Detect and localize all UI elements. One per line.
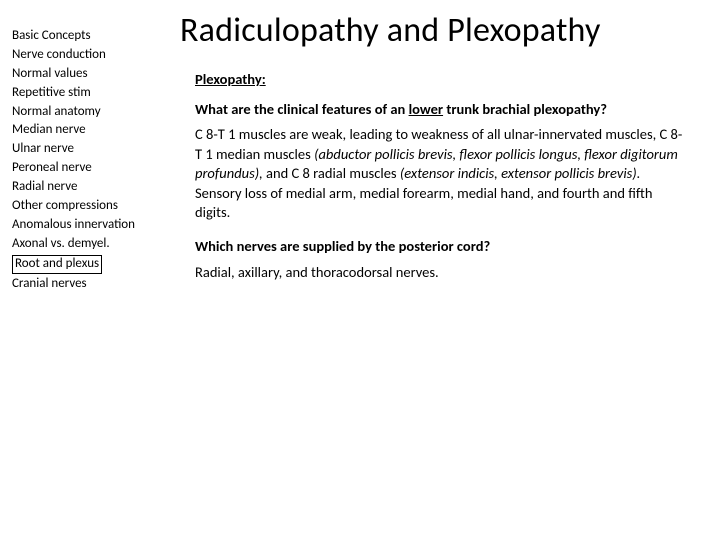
sidebar-item-axonal-vs-demyel[interactable]: Axonal vs. demyel.	[12, 236, 110, 253]
sidebar-item-root-and-plexus[interactable]: Root and plexus	[12, 255, 102, 274]
sidebar-item-basic-concepts[interactable]: Basic Concepts	[12, 28, 91, 45]
sidebar-nav: Basic Concepts Nerve conduction Normal v…	[12, 28, 172, 294]
sidebar-item-nerve-conduction[interactable]: Nerve conduction	[12, 47, 106, 64]
sidebar-item-ulnar-nerve[interactable]: Ulnar nerve	[12, 141, 74, 158]
a1-italic-2: (extensor indicis, extensor pollicis bre…	[400, 164, 641, 182]
sidebar-item-normal-anatomy[interactable]: Normal anatomy	[12, 104, 101, 121]
question-1: What are the clinical features of an low…	[195, 100, 685, 120]
a1-mid: and C 8 radial muscles	[263, 164, 400, 182]
q1-text-pre: What are the clinical features of an	[195, 100, 409, 118]
answer-2: Radial, axillary, and thoracodorsal nerv…	[195, 263, 685, 283]
sidebar-item-normal-values[interactable]: Normal values	[12, 66, 88, 83]
q1-text-post: trunk brachial plexopathy?	[443, 100, 607, 118]
sidebar-item-anomalous-innervation[interactable]: Anomalous innervation	[12, 217, 135, 234]
slide-page: Basic Concepts Nerve conduction Normal v…	[0, 0, 720, 540]
page-title: Radiculopathy and Plexopathy	[180, 10, 601, 51]
q1-underline: lower	[409, 100, 443, 118]
sidebar-item-cranial-nerves[interactable]: Cranial nerves	[12, 276, 87, 293]
section-label: Plexopathy:	[195, 70, 685, 90]
question-2: Which nerves are supplied by the posteri…	[195, 237, 685, 257]
a1-post: Sensory loss of medial arm, medial forea…	[195, 184, 652, 222]
sidebar-item-repetitive-stim[interactable]: Repetitive stim	[12, 85, 91, 102]
sidebar-item-other-compressions[interactable]: Other compressions	[12, 198, 118, 215]
sidebar-item-radial-nerve[interactable]: Radial nerve	[12, 179, 77, 196]
answer-1: C 8-T 1 muscles are weak, leading to wea…	[195, 125, 685, 223]
sidebar-item-median-nerve[interactable]: Median nerve	[12, 122, 86, 139]
sidebar-item-peroneal-nerve[interactable]: Peroneal nerve	[12, 160, 92, 177]
main-content: Plexopathy: What are the clinical featur…	[195, 70, 685, 296]
